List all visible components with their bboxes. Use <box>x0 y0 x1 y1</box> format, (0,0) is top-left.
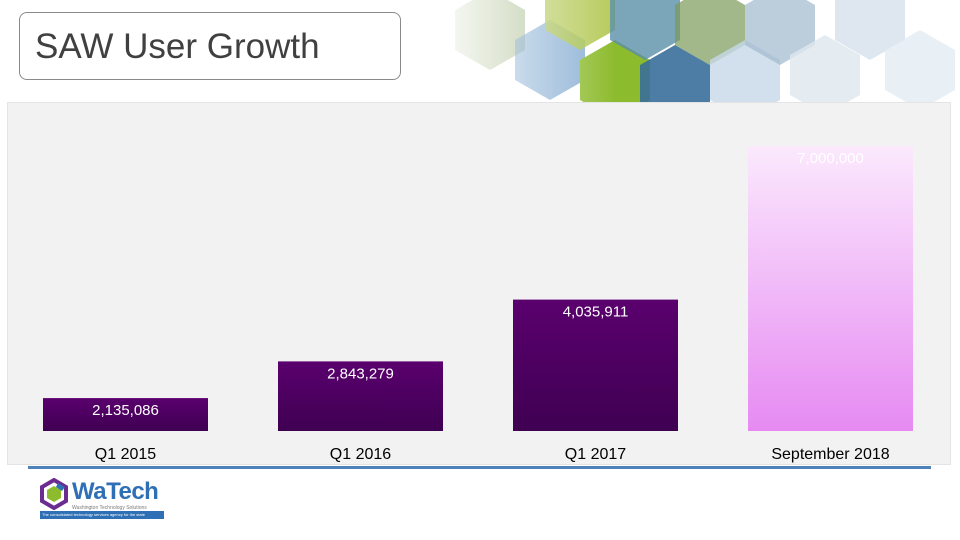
bar-0 <box>43 398 208 431</box>
footer-divider <box>28 466 931 469</box>
logo-tagline: The consolidated technology services age… <box>42 512 145 517</box>
data-label-0: 2,135,086 <box>92 402 159 419</box>
data-label-3: 7,000,000 <box>797 150 864 167</box>
x-tick-label-2: Q1 2017 <box>565 446 626 463</box>
slide-title: SAW User Growth <box>35 27 320 66</box>
data-label-1: 2,843,279 <box>327 365 394 382</box>
watech-logo: WaTech Washington Technology Solutions T… <box>38 478 166 520</box>
logo-wordmark: WaTech <box>72 478 159 505</box>
bar-3 <box>748 146 913 431</box>
x-tick-label-1: Q1 2016 <box>330 446 391 463</box>
x-tick-label-3: September 2018 <box>771 446 889 463</box>
bar-2 <box>513 299 678 431</box>
logo-mark-icon <box>40 478 68 510</box>
user-growth-bar-chart: 2,135,086 2,843,279 4,035,911 7,000,000 Q1 … <box>43 146 913 463</box>
logo-tagline-band <box>40 511 164 519</box>
bar-1 <box>278 361 443 431</box>
logo-subtitle: Washington Technology Solutions <box>72 505 147 511</box>
data-label-2: 4,035,911 <box>563 304 629 321</box>
slide-title-box: SAW User Growth <box>19 12 401 80</box>
x-tick-label-0: Q1 2015 <box>95 446 156 463</box>
hexagon-pattern-decoration <box>430 0 960 110</box>
